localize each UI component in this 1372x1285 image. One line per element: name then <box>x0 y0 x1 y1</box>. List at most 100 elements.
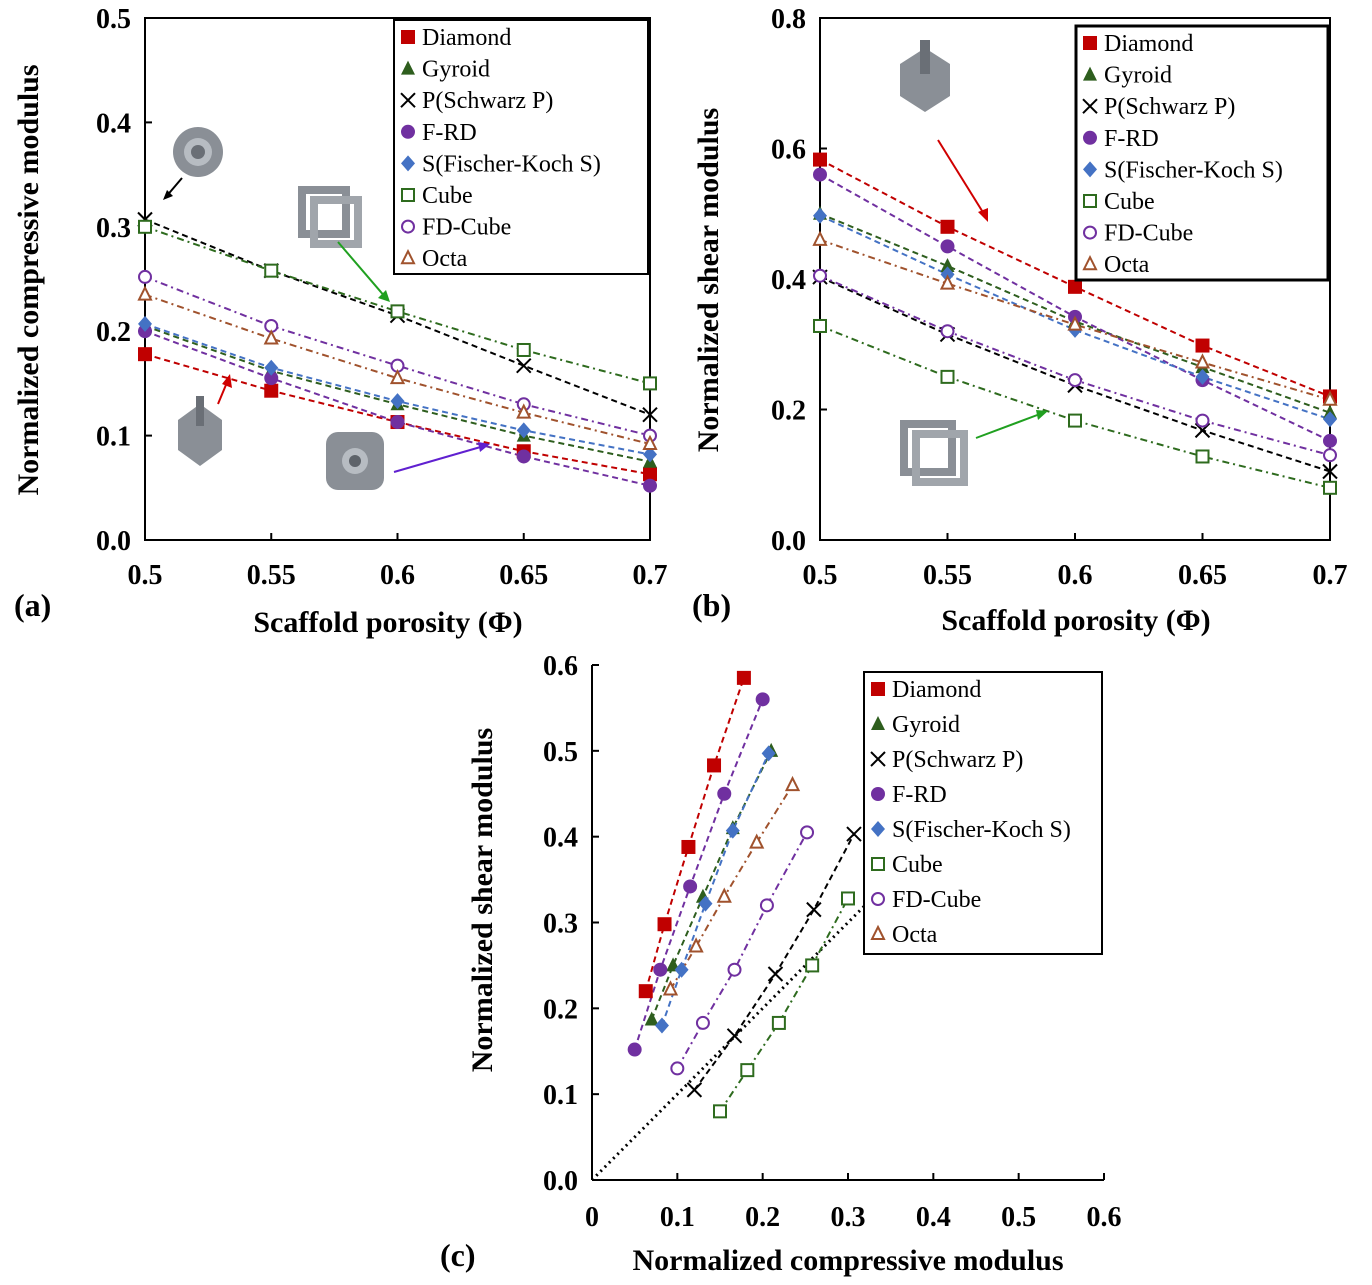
x-tick-label: 0.55 <box>247 560 296 591</box>
legend-label-gyroid: Gyroid <box>1104 63 1172 89</box>
point-cube <box>771 1015 786 1030</box>
point-octa <box>749 833 765 849</box>
point-cube <box>1195 449 1210 464</box>
y-axis-label-c: Normalized shear modulus <box>466 728 499 1072</box>
legend-label-s-fischer-koch-s: S(Fischer-Koch S) <box>892 817 1071 843</box>
y-tick-label: 0.6 <box>771 135 806 166</box>
point-fd-cube <box>1195 413 1210 428</box>
diamond-structure-icon-b <box>900 40 988 222</box>
series-group-c <box>590 670 884 1182</box>
point-s-fischer-koch-s <box>654 1017 669 1034</box>
point-octa <box>137 285 153 301</box>
cube-structure-icon-b <box>900 410 1048 486</box>
frd-structure-icon <box>326 432 490 490</box>
series-group-b <box>812 152 1338 495</box>
y-tick-labels-b: 0.0 0.2 0.4 0.6 0.8 <box>771 4 827 557</box>
point-s-fischer-koch-s <box>698 895 713 912</box>
point-octa <box>263 329 279 345</box>
y-tick-label: 0.2 <box>771 396 806 427</box>
series-line-cube <box>719 897 849 1112</box>
point-s-fischer-koch-s <box>674 961 689 978</box>
legend-label-fd-cube: FD-Cube <box>422 215 511 241</box>
x-tick-label: 0.5 <box>803 560 838 591</box>
series-line-gyroid <box>819 212 1331 414</box>
legend-marker-s-fischer-koch-s <box>401 155 415 172</box>
x-tick-label: 0.7 <box>633 560 668 591</box>
y-tick-label: 0.0 <box>96 526 131 557</box>
y-tick-label: 0.4 <box>543 823 578 854</box>
series-line-s-fischer-koch-s <box>819 214 1331 421</box>
series-line-gyroid <box>650 750 773 1020</box>
legend-marker-f-rd <box>871 787 885 801</box>
point-cube <box>138 219 152 234</box>
series-line-p-schwarz-p <box>819 276 1331 473</box>
point-f-rd <box>516 449 531 464</box>
x-tick-label: 0.1 <box>660 1202 695 1233</box>
panel-letter-b: (b) <box>692 587 731 623</box>
legend-c: Diamond Gyroid P(Schwarz P) F-RD S(Fischer-K… <box>863 671 1103 955</box>
point-octa <box>939 274 956 290</box>
point-cube <box>713 1104 727 1119</box>
y-axis-label-b: Normalized shear modulus <box>692 108 725 452</box>
y-tick-labels-a: 0.0 0.1 0.2 0.3 0.4 0.5 <box>96 4 152 557</box>
series-line-fd-cube <box>144 275 651 437</box>
point-f-rd <box>390 415 405 430</box>
point-fd-cube <box>138 269 152 284</box>
point-octa <box>1322 390 1338 406</box>
y-tick-label: 0.3 <box>543 909 578 940</box>
point-s-fischer-koch-s <box>264 359 279 376</box>
legend-marker-gyroid <box>871 716 885 730</box>
legend-label-cube: Cube <box>422 183 473 209</box>
legend-marker-s-fischer-koch-s <box>871 821 885 837</box>
legend-marker-p-schwarz-p <box>1082 98 1098 114</box>
series-line-s-fischer-koch-s <box>661 752 770 1026</box>
x-tick-label: 0.5 <box>128 560 163 591</box>
panel-b: 0.0 0.2 0.4 0.6 0.8 0.5 0.55 0.6 0.65 0.7 Normal… <box>692 4 1348 637</box>
point-gyroid <box>644 1011 659 1026</box>
y-tick-label: 0.1 <box>96 422 131 453</box>
point-f-rd <box>755 692 770 707</box>
point-fd-cube <box>813 268 827 283</box>
cube-structure-icon-a <box>298 186 390 302</box>
point-octa <box>688 937 704 953</box>
legend-box <box>393 19 649 275</box>
point-s-fischer-koch-s <box>761 745 776 762</box>
legend-marker-diamond <box>1083 36 1097 50</box>
point-f-rd <box>264 371 279 386</box>
panel-letter-a: (a) <box>14 587 51 623</box>
y-tick-label: 0.0 <box>543 1166 578 1197</box>
legend-label-cube: Cube <box>1104 189 1155 215</box>
x-tick-label: 0.6 <box>380 560 415 591</box>
point-p-schwarz-p <box>846 826 862 842</box>
point-s-fischer-koch-s <box>1323 411 1337 428</box>
x-tick-labels-c: 0 0.1 0.2 0.3 0.4 0.5 0.6 <box>585 1173 1122 1233</box>
y-tick-label: 0.2 <box>96 317 131 348</box>
y-tick-label: 0.1 <box>543 1080 578 1111</box>
legend-marker-fd-cube <box>401 219 415 234</box>
legend-label-s-fischer-koch-s: S(Fischer-Koch S) <box>1104 157 1283 183</box>
panel-a: 0.0 0.1 0.2 0.3 0.4 0.5 0.5 0.55 0.6 0.65 0.7 Nor… <box>12 4 668 639</box>
y-tick-label: 0.2 <box>543 994 578 1025</box>
point-fd-cube <box>670 1061 685 1076</box>
series-group-a <box>137 211 658 493</box>
y-tick-label: 0.6 <box>543 651 578 682</box>
point-f-rd <box>1323 433 1337 448</box>
legend-label-cube: Cube <box>892 852 943 878</box>
point-p-schwarz-p <box>767 966 784 982</box>
diamond-structure-icon-a <box>178 374 232 466</box>
point-fd-cube <box>727 962 742 977</box>
legend-marker-fd-cube <box>1083 225 1097 240</box>
legend-box <box>1074 24 1330 282</box>
point-octa <box>812 230 828 246</box>
point-cube <box>516 342 531 357</box>
point-s-fischer-koch-s <box>813 207 827 224</box>
legend-marker-f-rd <box>401 124 415 139</box>
point-s-fischer-koch-s <box>516 422 531 439</box>
point-p-schwarz-p <box>806 901 822 918</box>
point-cube <box>643 376 657 391</box>
y-tick-label: 0.3 <box>96 213 131 244</box>
legend-label-diamond: Diamond <box>892 677 981 703</box>
legend-marker-f-rd <box>1083 130 1097 145</box>
point-fd-cube <box>695 1015 710 1030</box>
